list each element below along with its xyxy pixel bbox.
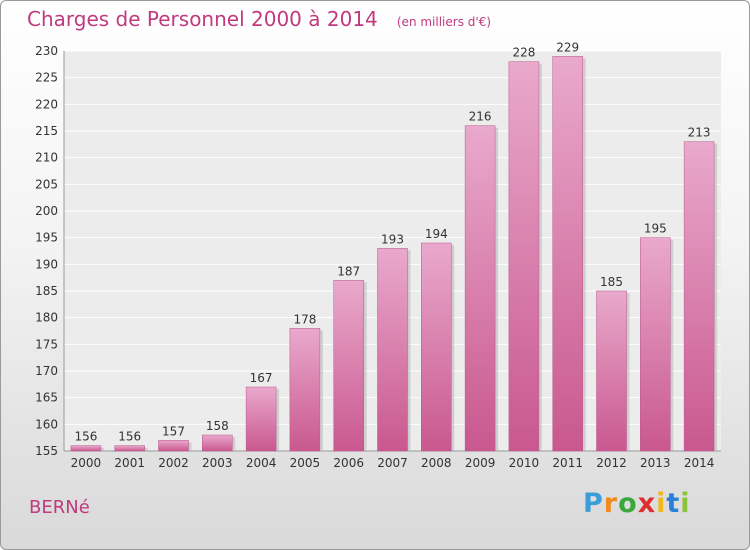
x-tick-label: 2000 xyxy=(71,456,102,470)
y-tick-label: 220 xyxy=(35,97,58,111)
bar-value-label: 187 xyxy=(337,264,360,278)
chart-title: Charges de Personnel 2000 à 2014 (en mil… xyxy=(27,7,491,31)
y-tick-label: 155 xyxy=(35,444,58,458)
x-tick-label: 2014 xyxy=(684,456,715,470)
bar-2010 xyxy=(508,61,540,452)
y-tick-label: 200 xyxy=(35,204,58,218)
bar-value-label: 185 xyxy=(600,275,623,289)
x-tick-label: 2009 xyxy=(465,456,496,470)
y-tick-label: 175 xyxy=(35,337,58,351)
bar-value-label: 178 xyxy=(293,312,316,326)
logo-letter: x xyxy=(637,488,657,519)
bar-value-label: 216 xyxy=(469,110,492,124)
x-tick-label: 2012 xyxy=(596,456,627,470)
bar-value-label: 157 xyxy=(162,424,185,438)
bar-2006 xyxy=(333,280,364,452)
x-tick-label: 2006 xyxy=(333,456,364,470)
bar-value-label: 229 xyxy=(556,40,579,54)
bar-value-label: 167 xyxy=(250,371,273,385)
y-tick-label: 195 xyxy=(35,231,58,245)
logo-letter: P xyxy=(583,488,604,519)
bar-2000 xyxy=(70,445,102,452)
y-tick-label: 170 xyxy=(35,364,58,378)
bar-2004 xyxy=(245,386,277,452)
bar-value-label: 156 xyxy=(118,430,141,444)
bar-2007 xyxy=(377,248,408,452)
bar-2003 xyxy=(202,434,233,452)
y-tick-label: 205 xyxy=(35,177,58,191)
x-tick-label: 2008 xyxy=(421,456,452,470)
bar-2012 xyxy=(596,290,627,452)
proxiti-logo: Proxiti xyxy=(583,488,691,519)
logo-letter: o xyxy=(618,488,638,519)
logo-letter: t xyxy=(666,488,681,519)
bar-2002 xyxy=(158,440,189,452)
chart-title-unit: (en milliers d'€) xyxy=(396,15,491,29)
bar-2014 xyxy=(683,141,715,452)
bar-value-label: 194 xyxy=(425,227,448,241)
logo-letter: i xyxy=(680,488,691,519)
chart-title-main: Charges de Personnel 2000 à 2014 xyxy=(27,7,378,31)
bar-value-label: 158 xyxy=(206,419,229,433)
y-tick-label: 225 xyxy=(35,71,58,85)
x-tick-label: 2011 xyxy=(552,456,583,470)
bar-value-label: 228 xyxy=(512,46,535,60)
y-tick-label: 190 xyxy=(35,257,58,271)
logo-letter: i xyxy=(656,488,667,519)
x-tick-label: 2013 xyxy=(640,456,671,470)
bar-value-label: 193 xyxy=(381,232,404,246)
bar-2009 xyxy=(464,125,496,452)
y-tick-label: 160 xyxy=(35,417,58,431)
bar-value-label: 213 xyxy=(688,126,711,140)
x-tick-label: 2004 xyxy=(246,456,277,470)
bar-2005 xyxy=(289,328,321,452)
x-tick-label: 2002 xyxy=(158,456,189,470)
bar-2013 xyxy=(640,237,671,452)
y-tick-label: 210 xyxy=(35,151,58,165)
x-tick-label: 2005 xyxy=(290,456,321,470)
y-tick-label: 180 xyxy=(35,311,58,325)
commune-name: BERNé xyxy=(29,497,90,518)
x-tick-label: 2001 xyxy=(114,456,145,470)
bar-2001 xyxy=(114,445,145,452)
x-tick-label: 2003 xyxy=(202,456,233,470)
y-tick-label: 185 xyxy=(35,284,58,298)
x-tick-label: 2007 xyxy=(377,456,408,470)
y-tick-label: 230 xyxy=(35,44,58,58)
bar-2011 xyxy=(552,56,583,452)
y-tick-label: 215 xyxy=(35,124,58,138)
logo-letter: r xyxy=(603,488,619,519)
bar-2008 xyxy=(421,242,452,452)
x-tick-label: 2010 xyxy=(509,456,540,470)
bar-value-label: 156 xyxy=(74,430,97,444)
y-tick-label: 165 xyxy=(35,391,58,405)
bar-value-label: 195 xyxy=(644,222,667,236)
